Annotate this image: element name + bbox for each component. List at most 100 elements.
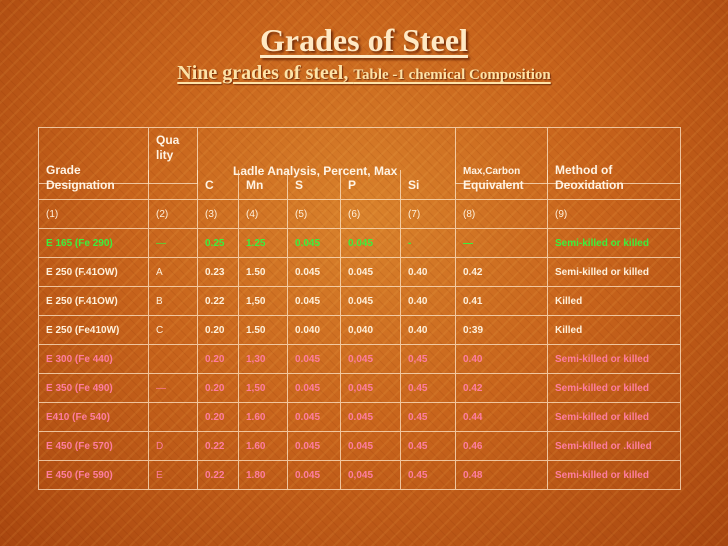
cell-grade: E 250 (F.41OW) [39,287,149,316]
cell-p: 0,040 [341,316,401,345]
cell-carbon-equivalent: 0.42 [456,258,548,287]
cell-c: 0.22 [198,461,239,490]
cell-carbon-equivalent: 0.48 [456,461,548,490]
header-method-bottom: Deoxidation [548,170,681,200]
cell-si: 0.40 [401,287,456,316]
header-ladle-analysis: Ladle Analysis, Percent, Max [198,128,456,184]
header-method-top: Method of [548,128,681,184]
cell-mn: 1,50 [239,374,288,403]
cell-deoxidation: Killed [548,316,681,345]
cell-deoxidation: Semi-killed or killed [548,229,681,258]
column-number-s: (5) [288,200,341,229]
cell-s: 0.045 [288,229,341,258]
cell-carbon-equivalent: 0.44 [456,403,548,432]
cell-quality [149,345,198,374]
column-number-si: (7) [401,200,456,229]
cell-c: 0.20 [198,316,239,345]
cell-c: 0.20 [198,374,239,403]
cell-grade: E 350 (Fe 490) [39,374,149,403]
cell-si: 0.45 [401,374,456,403]
cell-mn: 1.50 [239,316,288,345]
cell-quality: B [149,287,198,316]
cell-s: 0.040 [288,316,341,345]
cell-s: 0.045 [288,432,341,461]
cell-mn: 1.50 [239,258,288,287]
subtitle-table-caption: Table -1 chemical Composition [353,67,551,83]
cell-s: 0.045 [288,403,341,432]
column-number-mn: (4) [239,200,288,229]
cell-p: 0.045 [341,287,401,316]
cell-c: 0.20 [198,403,239,432]
cell-mn: 1.60 [239,403,288,432]
steel-grades-table: Grade Qua lity Ladle Analysis, Percent, … [38,127,681,490]
cell-quality: C [149,316,198,345]
cell-carbon-equivalent: 0.46 [456,432,548,461]
cell-carbon-equivalent: 0.40 [456,345,548,374]
cell-mn: 1.80 [239,461,288,490]
cell-si: 0.40 [401,258,456,287]
cell-mn: 1,30 [239,345,288,374]
cell-carbon-equivalent: 0.42 [456,374,548,403]
cell-c: 0.23 [198,258,239,287]
column-number-grade: (1) [39,200,149,229]
cell-quality: — [149,229,198,258]
cell-mn: 1,50 [239,287,288,316]
cell-deoxidation: Semi-killed or killed [548,258,681,287]
cell-c: 0.25 [198,229,239,258]
cell-si: 0.40 [401,316,456,345]
cell-si: 0.45 [401,432,456,461]
cell-p: 0.045 [341,229,401,258]
cell-s: 0.045 [288,258,341,287]
cell-quality: — [149,374,198,403]
cell-p: 0,045 [341,374,401,403]
cell-quality: E [149,461,198,490]
cell-p: 0,045 [341,345,401,374]
cell-carbon-equivalent: 0.41 [456,287,548,316]
slide-title: Grades of Steel [260,22,468,58]
header-c: C [198,170,239,200]
cell-s: 0.045 [288,287,341,316]
cell-deoxidation: Semi-killed or killed [548,374,681,403]
cell-grade: E 300 (Fe 440) [39,345,149,374]
cell-p: 0.045 [341,432,401,461]
column-number-carbon-equivalent: (8) [456,200,548,229]
column-number-deoxidation: (9) [548,200,681,229]
cell-si: 0.45 [401,461,456,490]
cell-quality [149,403,198,432]
header-si: Si [401,170,456,200]
cell-c: 0.22 [198,287,239,316]
cell-c: 0.22 [198,432,239,461]
header-quality: Qua lity [149,128,198,184]
header-s: S [288,170,341,200]
cell-p: 0,045 [341,461,401,490]
header-carbon-bottom: Equivalent [456,170,548,200]
cell-carbon-equivalent: — [456,229,548,258]
header-grade-bottom: Designation [39,170,149,200]
column-number-p: (6) [341,200,401,229]
cell-deoxidation: Semi-killed or killed [548,403,681,432]
cell-grade: E 250 (Fe410W) [39,316,149,345]
cell-si: 0,45 [401,345,456,374]
cell-grade: E410 (Fe 540) [39,403,149,432]
column-number-quality: (2) [149,200,198,229]
cell-deoxidation: Semi-killed or killed [548,461,681,490]
header-carbon-top: Max,Carbon [456,128,548,184]
cell-carbon-equivalent: 0:39 [456,316,548,345]
header-quality-bottom [149,170,198,200]
cell-mn: 1.60 [239,432,288,461]
cell-grade: E 450 (Fe 570) [39,432,149,461]
cell-si: 0.45 [401,403,456,432]
slide-subtitle: Nine grades of steel, Table -1 chemical … [0,62,728,85]
cell-p: 0.045 [341,258,401,287]
cell-deoxidation: Semi-killed or .killed [548,432,681,461]
header-p: P [341,170,401,200]
cell-quality: A [149,258,198,287]
header-mn: Mn [239,170,288,200]
cell-c: 0.20 [198,345,239,374]
cell-s: 0.045 [288,374,341,403]
subtitle-main: Nine grades of steel, [177,62,354,84]
cell-si: - [401,229,456,258]
cell-p: 0.045 [341,403,401,432]
cell-s: 0.045 [288,461,341,490]
cell-grade: E 250 (F.41OW) [39,258,149,287]
